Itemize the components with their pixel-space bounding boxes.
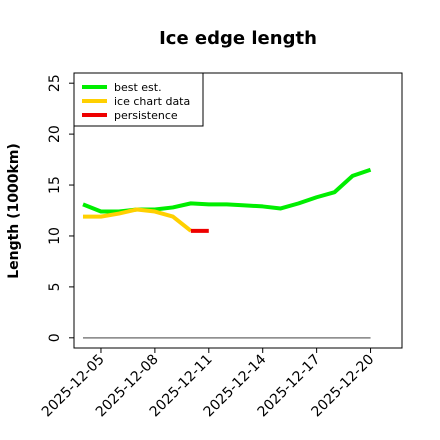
legend-label-persistence: persistence	[114, 109, 178, 122]
series-layer	[82, 167, 372, 233]
plot-frame	[73, 72, 403, 349]
y-ticks: 0 5 10 15 20 25	[47, 74, 74, 342]
legend-label-best-est-: best est.	[114, 81, 162, 94]
y-tick-label: 10	[47, 227, 63, 245]
series-line-ice-chart-data	[82, 207, 193, 233]
y-tick-label: 15	[47, 176, 63, 194]
y-tick-label: 25	[47, 74, 63, 92]
series-line-best-est-	[82, 167, 372, 214]
chart-title: Ice edge length	[159, 28, 317, 49]
y-axis-label: Length (1000km)	[6, 143, 22, 279]
y-tick-label: 20	[47, 125, 63, 143]
x-ticks: 2025-12-052025-12-082025-12-112025-12-14…	[39, 348, 377, 420]
legend-label-ice-chart-data: ice chart data	[114, 95, 190, 108]
y-tick-label: 5	[47, 282, 63, 291]
y-tick-label: 0	[47, 333, 63, 342]
